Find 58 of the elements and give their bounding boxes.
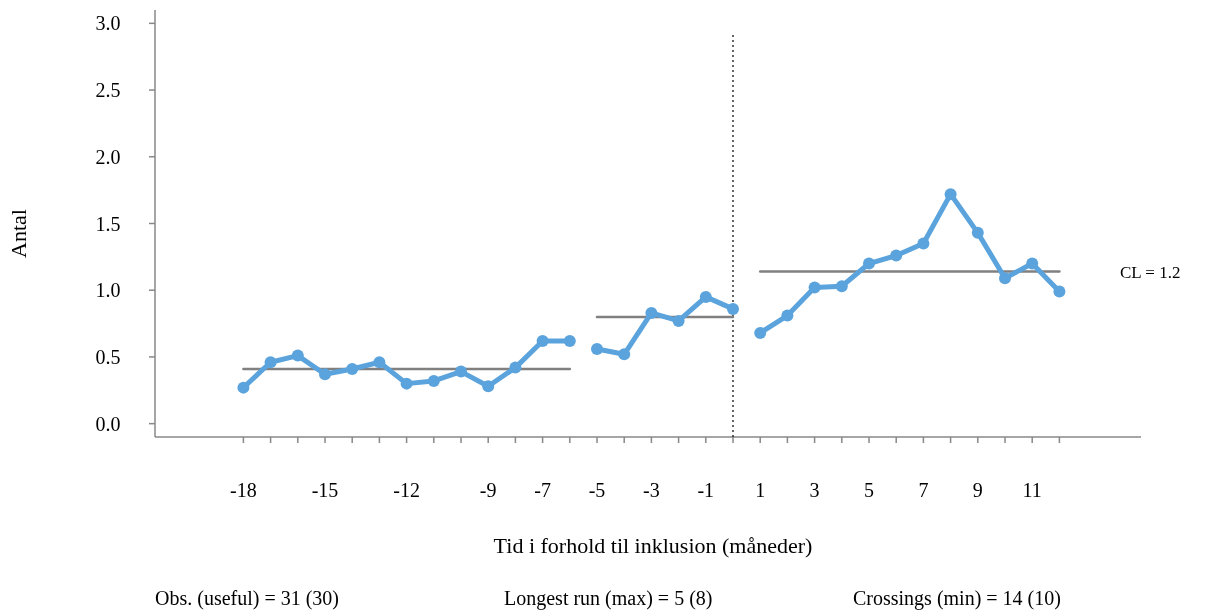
point xyxy=(319,368,331,381)
y-tick-label: 3.0 xyxy=(95,12,121,35)
point xyxy=(971,226,984,239)
text: Obs. (useful) = 31 (30) xyxy=(155,587,340,610)
point xyxy=(618,348,631,361)
point xyxy=(373,356,386,369)
point xyxy=(455,365,467,378)
x-tick-label: -9 xyxy=(479,479,497,501)
x-tick-label: -7 xyxy=(534,479,551,501)
x-tick-label: 7 xyxy=(918,479,929,501)
point xyxy=(264,356,277,369)
x-tick-label: -5 xyxy=(588,479,606,501)
y-tick-label: 0.0 xyxy=(95,412,121,435)
point xyxy=(536,334,549,347)
x-tick-label: -15 xyxy=(311,479,339,501)
point xyxy=(835,280,848,293)
x-tick-label: -18 xyxy=(230,479,257,501)
y-tick-label: 1.5 xyxy=(95,212,121,235)
x-tick-label: 11 xyxy=(1022,479,1042,501)
point xyxy=(754,326,767,339)
x-tick-label: 1 xyxy=(755,479,766,501)
point xyxy=(999,272,1011,285)
point xyxy=(291,349,304,362)
point xyxy=(944,188,957,201)
point xyxy=(672,314,685,327)
x-tick-label: -12 xyxy=(393,479,420,501)
annotation: CL = 1.2 xyxy=(1120,262,1181,282)
point xyxy=(890,249,903,262)
point xyxy=(1053,285,1066,298)
point xyxy=(727,302,739,315)
x-tick-label: 3 xyxy=(809,479,820,501)
point xyxy=(482,380,495,393)
y-tick-label: 2.0 xyxy=(95,145,121,168)
point xyxy=(509,361,522,374)
point xyxy=(1026,257,1039,270)
point xyxy=(591,342,603,355)
point xyxy=(563,334,576,347)
point xyxy=(645,306,658,319)
text: Crossings (min) = 14 (10) xyxy=(853,587,1061,610)
y-tick-label: 1.0 xyxy=(95,279,121,302)
y-tick-label: 0.5 xyxy=(95,345,121,368)
y-tick-label: 2.5 xyxy=(95,79,121,102)
point xyxy=(781,309,794,322)
point xyxy=(917,237,930,250)
x-tick-label: 5 xyxy=(864,479,874,501)
text: Longest run (max) = 5 (8) xyxy=(504,587,713,610)
point xyxy=(863,257,875,270)
point xyxy=(427,374,440,387)
x-tick-label: 9 xyxy=(972,479,983,501)
point xyxy=(237,381,250,394)
point xyxy=(808,281,821,294)
y-axis-title: Antal xyxy=(6,209,31,258)
x-axis-title: Tid i forhold til inklusion (måneder) xyxy=(493,532,813,558)
x-tick-label: -3 xyxy=(643,479,660,501)
point xyxy=(400,377,413,390)
point xyxy=(346,362,359,375)
point xyxy=(699,290,712,303)
x-tick-label: -1 xyxy=(697,479,715,501)
